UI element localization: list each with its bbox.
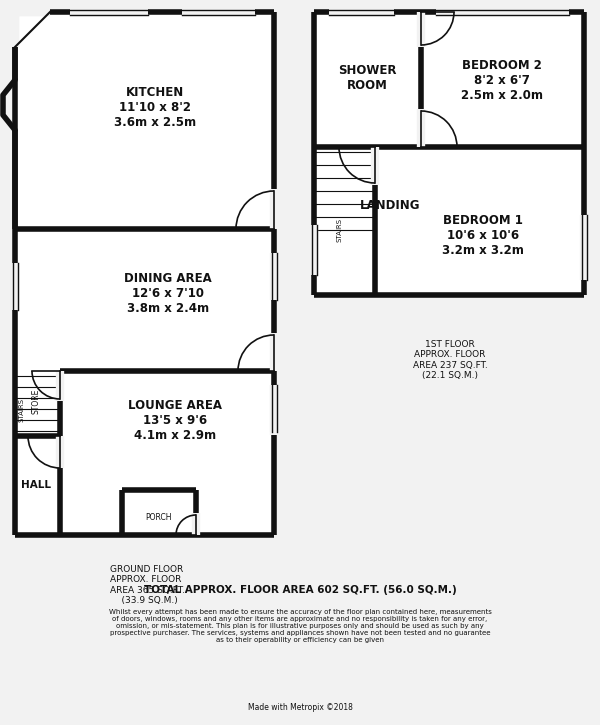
Text: DINING AREA
12'6 x 7'10
3.8m x 2.4m: DINING AREA 12'6 x 7'10 3.8m x 2.4m	[124, 271, 212, 315]
Bar	[314, 12, 584, 295]
Text: TOTAL APPROX. FLOOR AREA 602 SQ.FT. (56.0 SQ.M.): TOTAL APPROX. FLOOR AREA 602 SQ.FT. (56.…	[143, 585, 457, 595]
Text: SHOWER
ROOM: SHOWER ROOM	[338, 64, 396, 92]
Text: Made with Metropix ©2018: Made with Metropix ©2018	[248, 703, 352, 712]
Text: 1ST FLOOR
APPROX. FLOOR
AREA 237 SQ.FT.
(22.1 SQ.M.): 1ST FLOOR APPROX. FLOOR AREA 237 SQ.FT. …	[413, 340, 487, 380]
Text: LANDING: LANDING	[360, 199, 420, 212]
Text: BEDROOM 1
10'6 x 10'6
3.2m x 3.2m: BEDROOM 1 10'6 x 10'6 3.2m x 3.2m	[442, 213, 524, 257]
Text: STAIRS: STAIRS	[337, 218, 343, 242]
Text: STORE: STORE	[32, 389, 41, 414]
Text: GROUND FLOOR
APPROX. FLOOR
AREA 365 SQ.FT.
    (33.9 SQ.M.): GROUND FLOOR APPROX. FLOOR AREA 365 SQ.F…	[110, 565, 185, 605]
Bar	[15, 12, 274, 535]
Text: BEDROOM 2
8'2 x 6'7
2.5m x 2.0m: BEDROOM 2 8'2 x 6'7 2.5m x 2.0m	[461, 59, 543, 102]
Text: LOUNGE AREA
13'5 x 9'6
4.1m x 2.9m: LOUNGE AREA 13'5 x 9'6 4.1m x 2.9m	[128, 399, 222, 442]
Text: KITCHEN
11'10 x 8'2
3.6m x 2.5m: KITCHEN 11'10 x 8'2 3.6m x 2.5m	[114, 86, 196, 128]
Text: STAIRS: STAIRS	[19, 398, 25, 422]
Text: PORCH: PORCH	[145, 513, 171, 523]
Text: HALL: HALL	[21, 480, 51, 490]
Text: Whilst every attempt has been made to ensure the accuracy of the floor plan cont: Whilst every attempt has been made to en…	[109, 609, 491, 643]
